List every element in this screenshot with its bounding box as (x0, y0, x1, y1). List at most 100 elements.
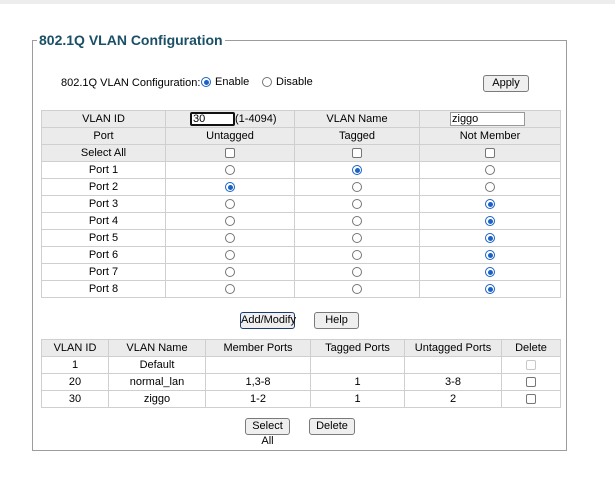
port-not-member-radio[interactable] (485, 250, 495, 261)
delete-button[interactable]: Delete (309, 418, 355, 435)
port-untagged-radio[interactable] (225, 165, 235, 176)
vlan-member-cell: 1-2 (205, 390, 311, 408)
port-tagged-radio[interactable] (352, 199, 362, 210)
port-row: Port 2 (41, 178, 561, 196)
port-untagged-cell (165, 280, 295, 298)
vlan-delete-checkbox[interactable] (526, 377, 536, 388)
untagged-header: Untagged (165, 127, 295, 145)
port-tagged-cell (294, 212, 420, 230)
apply-button[interactable]: Apply (483, 75, 529, 92)
port-tagged-radio[interactable] (352, 216, 362, 227)
port-untagged-radio[interactable] (225, 182, 235, 193)
vlan-config-panel: 802.1Q VLAN Configuration (32, 32, 567, 451)
vlan-tagged-cell: 1 (310, 373, 405, 391)
disable-label: Disable (276, 76, 313, 88)
vlan-delete-cell (501, 373, 561, 391)
vlan-config-table: VLAN ID (1-4094) VLAN Name Port Untagged… (41, 110, 561, 298)
port-not-member-cell (419, 195, 561, 213)
port-untagged-radio[interactable] (225, 199, 235, 210)
disable-option[interactable]: Disable (262, 76, 313, 88)
port-not-member-radio[interactable] (485, 182, 495, 193)
port-not-member-cell (419, 246, 561, 264)
port-header: Port (41, 127, 166, 145)
port-row: Port 3 (41, 195, 561, 213)
vlan-id-input[interactable] (190, 112, 235, 126)
port-row: Port 7 (41, 263, 561, 281)
vlan-id-cell: 20 (41, 373, 109, 391)
vlan-id-row: VLAN ID (1-4094) VLAN Name (41, 110, 561, 128)
port-untagged-radio[interactable] (225, 233, 235, 244)
vlan-list-header: VLAN Name (108, 339, 206, 357)
port-tagged-radio[interactable] (352, 233, 362, 244)
port-not-member-radio[interactable] (485, 233, 495, 244)
port-tagged-radio[interactable] (352, 267, 362, 278)
vlan-id-range: (1-4094) (235, 112, 277, 125)
port-untagged-cell (165, 178, 295, 196)
add-modify-button[interactable]: Add/Modify (240, 312, 296, 329)
port-tagged-cell (294, 229, 420, 247)
port-untagged-cell (165, 263, 295, 281)
enable-radio[interactable] (201, 77, 211, 87)
vlan-delete-checkbox (526, 360, 536, 371)
vlan-name-input[interactable] (450, 112, 525, 126)
port-not-member-cell (419, 229, 561, 247)
disable-radio[interactable] (262, 77, 272, 87)
port-untagged-radio[interactable] (225, 216, 235, 227)
vlan-name-cell (419, 110, 561, 128)
port-tagged-radio[interactable] (352, 284, 362, 295)
vlan-name-label: VLAN Name (294, 110, 420, 128)
port-untagged-cell (165, 212, 295, 230)
port-tagged-radio[interactable] (352, 182, 362, 193)
port-not-member-cell (419, 263, 561, 281)
vlan-list-header: Tagged Ports (310, 339, 405, 357)
port-name: Port 2 (41, 178, 166, 196)
port-tagged-radio[interactable] (352, 250, 362, 261)
port-not-member-radio[interactable] (485, 267, 495, 278)
vlan-list-table: VLAN ID VLAN Name Member Ports Tagged Ports… (41, 339, 561, 408)
vlan-list-row: 1 Default (41, 356, 561, 374)
vlan-untagged-cell: 2 (404, 390, 502, 408)
vlan-name-cell: normal_lan (108, 373, 206, 391)
vlan-list-header: Untagged Ports (404, 339, 502, 357)
vlan-list-row: 30 ziggo 1-2 1 2 (41, 390, 561, 408)
port-untagged-radio[interactable] (225, 267, 235, 278)
port-not-member-radio[interactable] (485, 165, 495, 176)
select-all-tagged-checkbox[interactable] (352, 148, 362, 159)
port-not-member-radio[interactable] (485, 199, 495, 210)
select-all-button[interactable]: Select All (245, 418, 290, 447)
select-all-label: Select All (41, 144, 166, 162)
vlan-delete-cell (501, 356, 561, 374)
port-row: Port 6 (41, 246, 561, 264)
not-member-header: Not Member (419, 127, 561, 145)
port-name: Port 7 (41, 263, 166, 281)
port-untagged-cell (165, 161, 295, 179)
vlan-tagged-cell: 1 (310, 390, 405, 408)
port-tagged-radio[interactable] (352, 165, 362, 176)
vlan-untagged-cell: 3-8 (404, 373, 502, 391)
port-not-member-cell (419, 178, 561, 196)
tagged-header: Tagged (294, 127, 420, 145)
vlan-untagged-cell (404, 356, 502, 374)
vlan-list-header: Member Ports (205, 339, 311, 357)
port-not-member-radio[interactable] (485, 284, 495, 295)
enable-label: Enable (215, 76, 250, 88)
port-name: Port 8 (41, 280, 166, 298)
port-not-member-radio[interactable] (485, 216, 495, 227)
port-row: Port 5 (41, 229, 561, 247)
port-untagged-radio[interactable] (225, 284, 235, 295)
panel-title: 802.1Q VLAN Configuration (39, 32, 223, 48)
port-tagged-cell (294, 178, 420, 196)
select-all-not-member-checkbox[interactable] (485, 148, 495, 159)
select-all-not-member-cell (419, 144, 561, 162)
vlan-member-cell: 1,3-8 (205, 373, 311, 391)
enable-option[interactable]: Enable (201, 76, 249, 88)
port-name: Port 5 (41, 229, 166, 247)
port-header-row: Port Untagged Tagged Not Member (41, 127, 561, 145)
vlan-delete-checkbox[interactable] (526, 394, 536, 405)
vlan-list-header: VLAN ID (41, 339, 109, 357)
help-button[interactable]: Help (314, 312, 359, 329)
port-untagged-radio[interactable] (225, 250, 235, 261)
vlan-name-cell: ziggo (108, 390, 206, 408)
select-all-untagged-checkbox[interactable] (225, 148, 235, 159)
port-untagged-cell (165, 246, 295, 264)
